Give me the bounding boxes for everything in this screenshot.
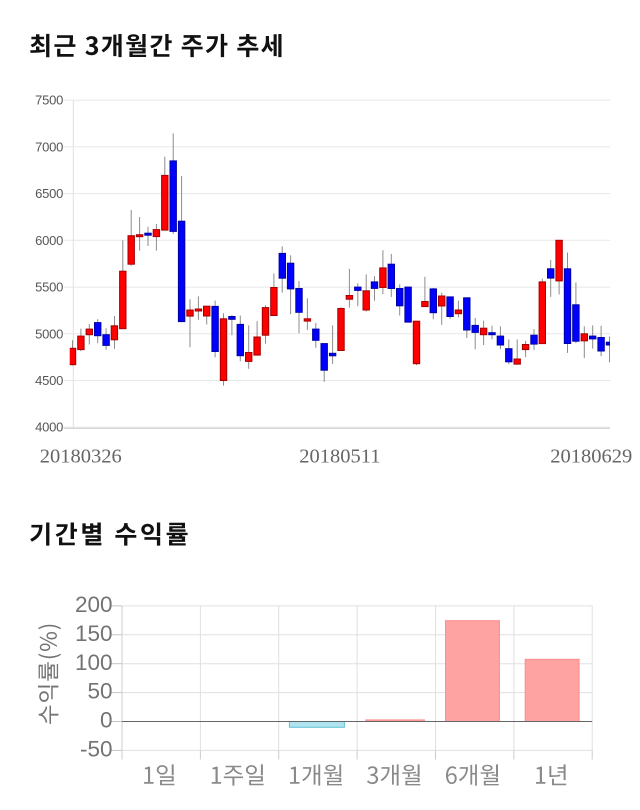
svg-text:4500: 4500 bbox=[35, 373, 63, 388]
svg-text:6500: 6500 bbox=[35, 186, 63, 201]
svg-text:20180326: 20180326 bbox=[40, 445, 122, 467]
svg-text:50: 50 bbox=[87, 679, 112, 704]
svg-text:150: 150 bbox=[75, 621, 113, 646]
svg-text:5000: 5000 bbox=[35, 326, 63, 341]
svg-text:0: 0 bbox=[100, 708, 113, 733]
svg-text:4000: 4000 bbox=[35, 420, 63, 435]
svg-text:7000: 7000 bbox=[35, 139, 63, 154]
svg-text:5500: 5500 bbox=[35, 280, 63, 295]
svg-text:7500: 7500 bbox=[35, 93, 63, 108]
svg-text:20180629: 20180629 bbox=[550, 445, 632, 467]
svg-text:-50: -50 bbox=[80, 737, 113, 762]
svg-text:6000: 6000 bbox=[35, 233, 63, 248]
svg-text:20180511: 20180511 bbox=[299, 445, 380, 467]
svg-text:200: 200 bbox=[75, 592, 113, 617]
svg-text:100: 100 bbox=[75, 650, 113, 675]
